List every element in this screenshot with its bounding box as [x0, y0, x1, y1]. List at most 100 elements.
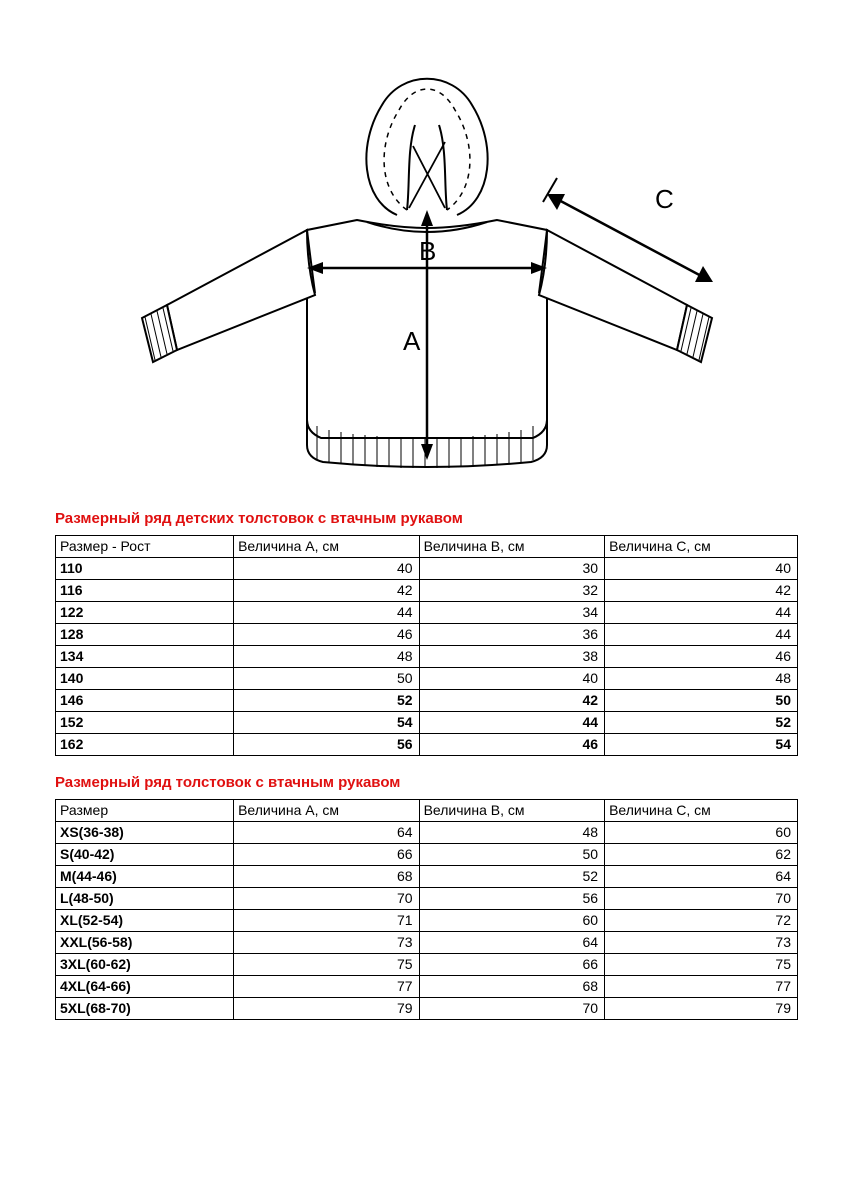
table-row: M(44-46)685264 [56, 866, 798, 888]
table-row: 116423242 [56, 580, 798, 602]
col-header: Величина А, см [234, 536, 420, 558]
value-c-cell: 42 [605, 580, 798, 602]
table-row: 4XL(64-66)776877 [56, 976, 798, 998]
value-b-cell: 46 [419, 734, 605, 756]
value-c-cell: 62 [605, 844, 798, 866]
table-row: L(48-50)705670 [56, 888, 798, 910]
value-a-cell: 56 [234, 734, 420, 756]
dim-label-c: C [655, 184, 674, 214]
value-b-cell: 34 [419, 602, 605, 624]
value-a-cell: 70 [234, 888, 420, 910]
value-b-cell: 48 [419, 822, 605, 844]
col-header: Величина С, см [605, 536, 798, 558]
table-row: 152544452 [56, 712, 798, 734]
value-b-cell: 44 [419, 712, 605, 734]
table-row: 134483846 [56, 646, 798, 668]
table-row: 3XL(60-62)756675 [56, 954, 798, 976]
value-b-cell: 32 [419, 580, 605, 602]
value-a-cell: 68 [234, 866, 420, 888]
value-a-cell: 48 [234, 646, 420, 668]
table-row: 110403040 [56, 558, 798, 580]
table-row: XS(36-38)644860 [56, 822, 798, 844]
table-row: 5XL(68-70)797079 [56, 998, 798, 1020]
value-a-cell: 46 [234, 624, 420, 646]
value-a-cell: 50 [234, 668, 420, 690]
section2-title: Размерный ряд толстовок с втачным рукаво… [55, 774, 798, 791]
size-cell: 5XL(68-70) [56, 998, 234, 1020]
value-b-cell: 38 [419, 646, 605, 668]
value-b-cell: 30 [419, 558, 605, 580]
size-cell: 128 [56, 624, 234, 646]
value-b-cell: 70 [419, 998, 605, 1020]
value-c-cell: 73 [605, 932, 798, 954]
value-a-cell: 73 [234, 932, 420, 954]
value-c-cell: 46 [605, 646, 798, 668]
value-c-cell: 44 [605, 602, 798, 624]
page: A B C Размерный ряд детских толстовок с … [0, 0, 853, 1080]
value-a-cell: 54 [234, 712, 420, 734]
table-row: S(40-42)665062 [56, 844, 798, 866]
col-header: Величина В, см [419, 800, 605, 822]
children-size-table: Размер - Рост Величина А, см Величина В,… [55, 535, 798, 756]
value-a-cell: 75 [234, 954, 420, 976]
value-c-cell: 54 [605, 734, 798, 756]
value-b-cell: 56 [419, 888, 605, 910]
col-header: Размер - Рост [56, 536, 234, 558]
value-a-cell: 66 [234, 844, 420, 866]
table-header-row: Размер - Рост Величина А, см Величина В,… [56, 536, 798, 558]
size-cell: 152 [56, 712, 234, 734]
section1-title: Размерный ряд детских толстовок с втачны… [55, 510, 798, 527]
size-cell: L(48-50) [56, 888, 234, 910]
value-a-cell: 71 [234, 910, 420, 932]
size-cell: 146 [56, 690, 234, 712]
hoodie-diagram: A B C [107, 50, 747, 480]
value-a-cell: 52 [234, 690, 420, 712]
value-c-cell: 75 [605, 954, 798, 976]
size-cell: 4XL(64-66) [56, 976, 234, 998]
value-c-cell: 44 [605, 624, 798, 646]
value-c-cell: 40 [605, 558, 798, 580]
value-c-cell: 70 [605, 888, 798, 910]
size-cell: S(40-42) [56, 844, 234, 866]
value-b-cell: 40 [419, 668, 605, 690]
value-a-cell: 44 [234, 602, 420, 624]
table-row: 162564654 [56, 734, 798, 756]
table-row: XXL(56-58)736473 [56, 932, 798, 954]
size-cell: 140 [56, 668, 234, 690]
size-cell: M(44-46) [56, 866, 234, 888]
value-b-cell: 60 [419, 910, 605, 932]
value-c-cell: 48 [605, 668, 798, 690]
size-cell: 110 [56, 558, 234, 580]
value-a-cell: 79 [234, 998, 420, 1020]
hoodie-diagram-container: A B C [55, 50, 798, 480]
value-a-cell: 42 [234, 580, 420, 602]
col-header: Величина А, см [234, 800, 420, 822]
col-header: Величина С, см [605, 800, 798, 822]
value-a-cell: 77 [234, 976, 420, 998]
table-row: XL(52-54)716072 [56, 910, 798, 932]
table-row: 146524250 [56, 690, 798, 712]
size-cell: 162 [56, 734, 234, 756]
table-row: 140504048 [56, 668, 798, 690]
col-header: Величина В, см [419, 536, 605, 558]
value-c-cell: 52 [605, 712, 798, 734]
value-a-cell: 64 [234, 822, 420, 844]
value-c-cell: 50 [605, 690, 798, 712]
value-c-cell: 64 [605, 866, 798, 888]
adult-size-table: Размер Величина А, см Величина В, см Вел… [55, 799, 798, 1020]
value-b-cell: 52 [419, 866, 605, 888]
table-row: 128463644 [56, 624, 798, 646]
value-b-cell: 50 [419, 844, 605, 866]
value-b-cell: 64 [419, 932, 605, 954]
value-c-cell: 77 [605, 976, 798, 998]
value-b-cell: 68 [419, 976, 605, 998]
value-c-cell: 72 [605, 910, 798, 932]
size-cell: 134 [56, 646, 234, 668]
table-row: 122443444 [56, 602, 798, 624]
dim-label-a: A [403, 326, 421, 356]
table-header-row: Размер Величина А, см Величина В, см Вел… [56, 800, 798, 822]
size-cell: XL(52-54) [56, 910, 234, 932]
col-header: Размер [56, 800, 234, 822]
size-cell: XXL(56-58) [56, 932, 234, 954]
value-b-cell: 66 [419, 954, 605, 976]
